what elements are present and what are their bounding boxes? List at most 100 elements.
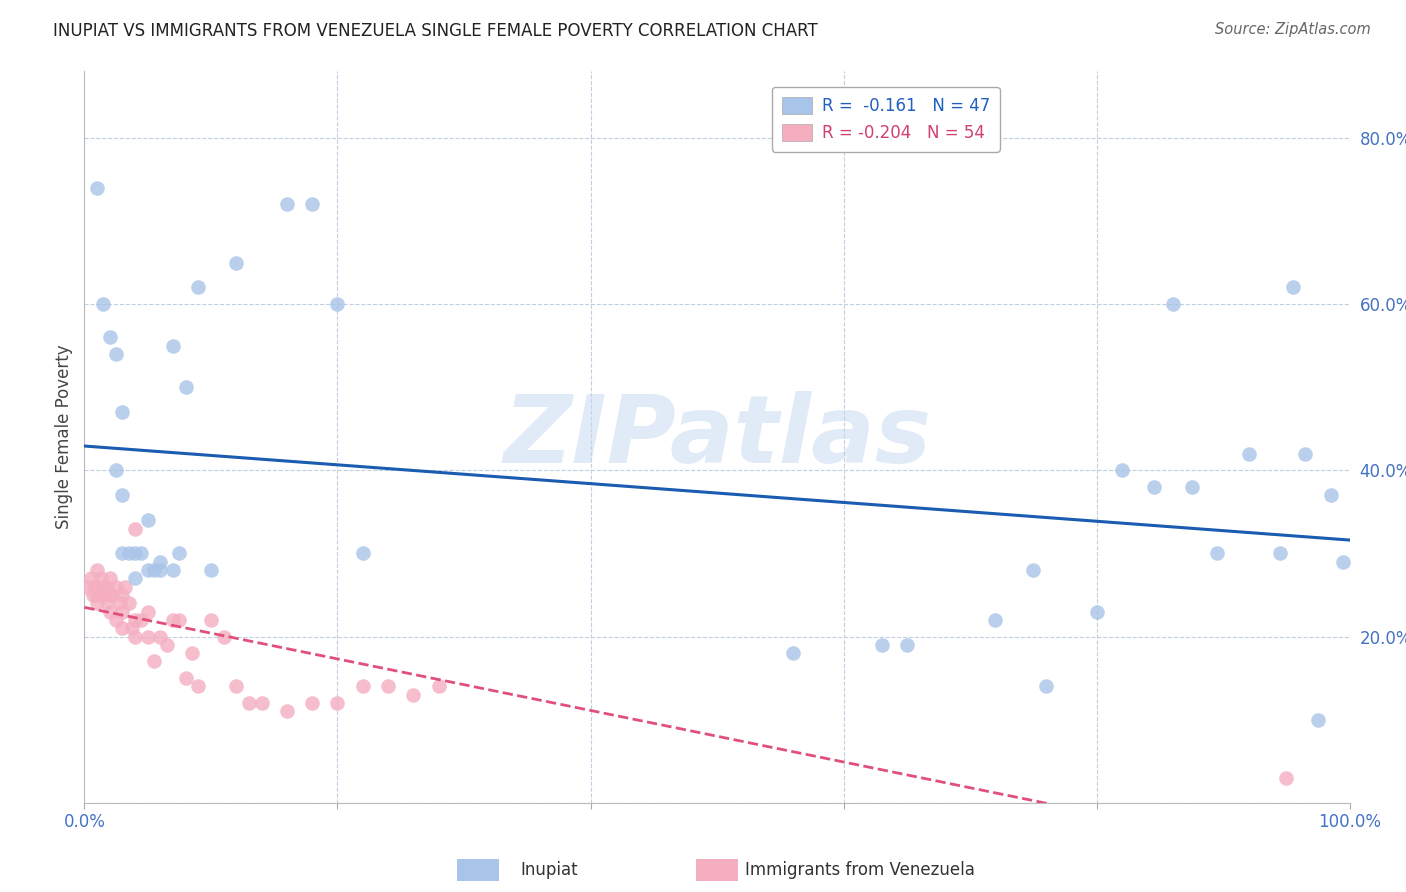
Point bbox=[124, 571, 146, 585]
Point bbox=[301, 197, 323, 211]
Point bbox=[782, 646, 804, 660]
Point bbox=[377, 680, 399, 694]
Point bbox=[111, 588, 134, 602]
Point bbox=[111, 546, 134, 560]
Point bbox=[136, 630, 159, 644]
Point bbox=[149, 630, 172, 644]
Point bbox=[96, 580, 118, 594]
Point bbox=[276, 197, 298, 211]
Point bbox=[111, 488, 134, 502]
Point bbox=[124, 521, 146, 535]
Point bbox=[93, 297, 115, 311]
Point bbox=[101, 588, 124, 602]
Point bbox=[149, 555, 172, 569]
Point bbox=[326, 297, 349, 311]
Point bbox=[136, 563, 159, 577]
Point bbox=[105, 347, 127, 361]
Point bbox=[105, 580, 127, 594]
Point bbox=[1275, 771, 1298, 785]
Point bbox=[250, 696, 273, 710]
Point bbox=[200, 563, 222, 577]
Point bbox=[121, 621, 143, 635]
Point bbox=[86, 580, 108, 594]
Point bbox=[174, 380, 197, 394]
Point bbox=[984, 613, 1007, 627]
Point bbox=[276, 705, 298, 719]
Point bbox=[124, 630, 146, 644]
Point bbox=[301, 696, 323, 710]
Point bbox=[326, 696, 349, 710]
Point bbox=[1035, 680, 1057, 694]
Point bbox=[352, 680, 374, 694]
Point bbox=[1237, 447, 1260, 461]
Point bbox=[136, 513, 159, 527]
Point bbox=[1022, 563, 1045, 577]
Point bbox=[93, 588, 115, 602]
Point bbox=[82, 588, 104, 602]
Point bbox=[143, 563, 166, 577]
Point bbox=[89, 588, 111, 602]
Point bbox=[111, 405, 134, 419]
Point bbox=[1308, 713, 1330, 727]
Point bbox=[1206, 546, 1229, 560]
Point bbox=[225, 255, 247, 269]
Point bbox=[427, 680, 450, 694]
Point bbox=[1282, 280, 1305, 294]
Point bbox=[124, 613, 146, 627]
Point bbox=[86, 180, 108, 194]
Point bbox=[187, 280, 209, 294]
Point bbox=[187, 680, 209, 694]
Point bbox=[84, 588, 107, 602]
Point bbox=[402, 688, 425, 702]
Point bbox=[1181, 480, 1204, 494]
Point bbox=[93, 580, 115, 594]
Point bbox=[896, 638, 918, 652]
Point bbox=[76, 580, 98, 594]
Point bbox=[1270, 546, 1292, 560]
Point bbox=[83, 580, 105, 594]
Point bbox=[129, 613, 153, 627]
Point bbox=[136, 605, 159, 619]
Point bbox=[105, 463, 127, 477]
Point bbox=[149, 563, 172, 577]
Point bbox=[98, 605, 121, 619]
Point bbox=[1294, 447, 1316, 461]
Point bbox=[1143, 480, 1166, 494]
Point bbox=[1085, 605, 1108, 619]
Point bbox=[1161, 297, 1184, 311]
Text: INUPIAT VS IMMIGRANTS FROM VENEZUELA SINGLE FEMALE POVERTY CORRELATION CHART: INUPIAT VS IMMIGRANTS FROM VENEZUELA SIN… bbox=[53, 22, 818, 40]
Text: Immigrants from Venezuela: Immigrants from Venezuela bbox=[745, 861, 974, 879]
Point bbox=[79, 571, 103, 585]
Point bbox=[118, 596, 141, 610]
Point bbox=[169, 546, 191, 560]
Point bbox=[352, 546, 374, 560]
Legend: R =  -0.161   N = 47, R = -0.204   N = 54: R = -0.161 N = 47, R = -0.204 N = 54 bbox=[772, 87, 1000, 152]
Point bbox=[870, 638, 893, 652]
Point bbox=[86, 596, 108, 610]
Point bbox=[174, 671, 197, 685]
Point bbox=[98, 588, 121, 602]
Point bbox=[118, 546, 141, 560]
Point bbox=[111, 605, 134, 619]
Point bbox=[105, 613, 127, 627]
Point bbox=[162, 563, 184, 577]
Point bbox=[1319, 488, 1341, 502]
Point bbox=[96, 596, 118, 610]
Point bbox=[111, 621, 134, 635]
Point bbox=[1333, 555, 1355, 569]
Point bbox=[90, 571, 112, 585]
Point bbox=[212, 630, 235, 644]
Y-axis label: Single Female Poverty: Single Female Poverty bbox=[55, 345, 73, 529]
Point bbox=[143, 655, 166, 669]
Text: ZIPatlas: ZIPatlas bbox=[503, 391, 931, 483]
Point bbox=[225, 680, 247, 694]
Point bbox=[169, 613, 191, 627]
Point bbox=[98, 571, 121, 585]
Text: Source: ZipAtlas.com: Source: ZipAtlas.com bbox=[1215, 22, 1371, 37]
Point bbox=[155, 638, 177, 652]
Point bbox=[1111, 463, 1133, 477]
Point bbox=[108, 596, 131, 610]
Point bbox=[98, 330, 121, 344]
Point bbox=[238, 696, 260, 710]
Point bbox=[180, 646, 204, 660]
